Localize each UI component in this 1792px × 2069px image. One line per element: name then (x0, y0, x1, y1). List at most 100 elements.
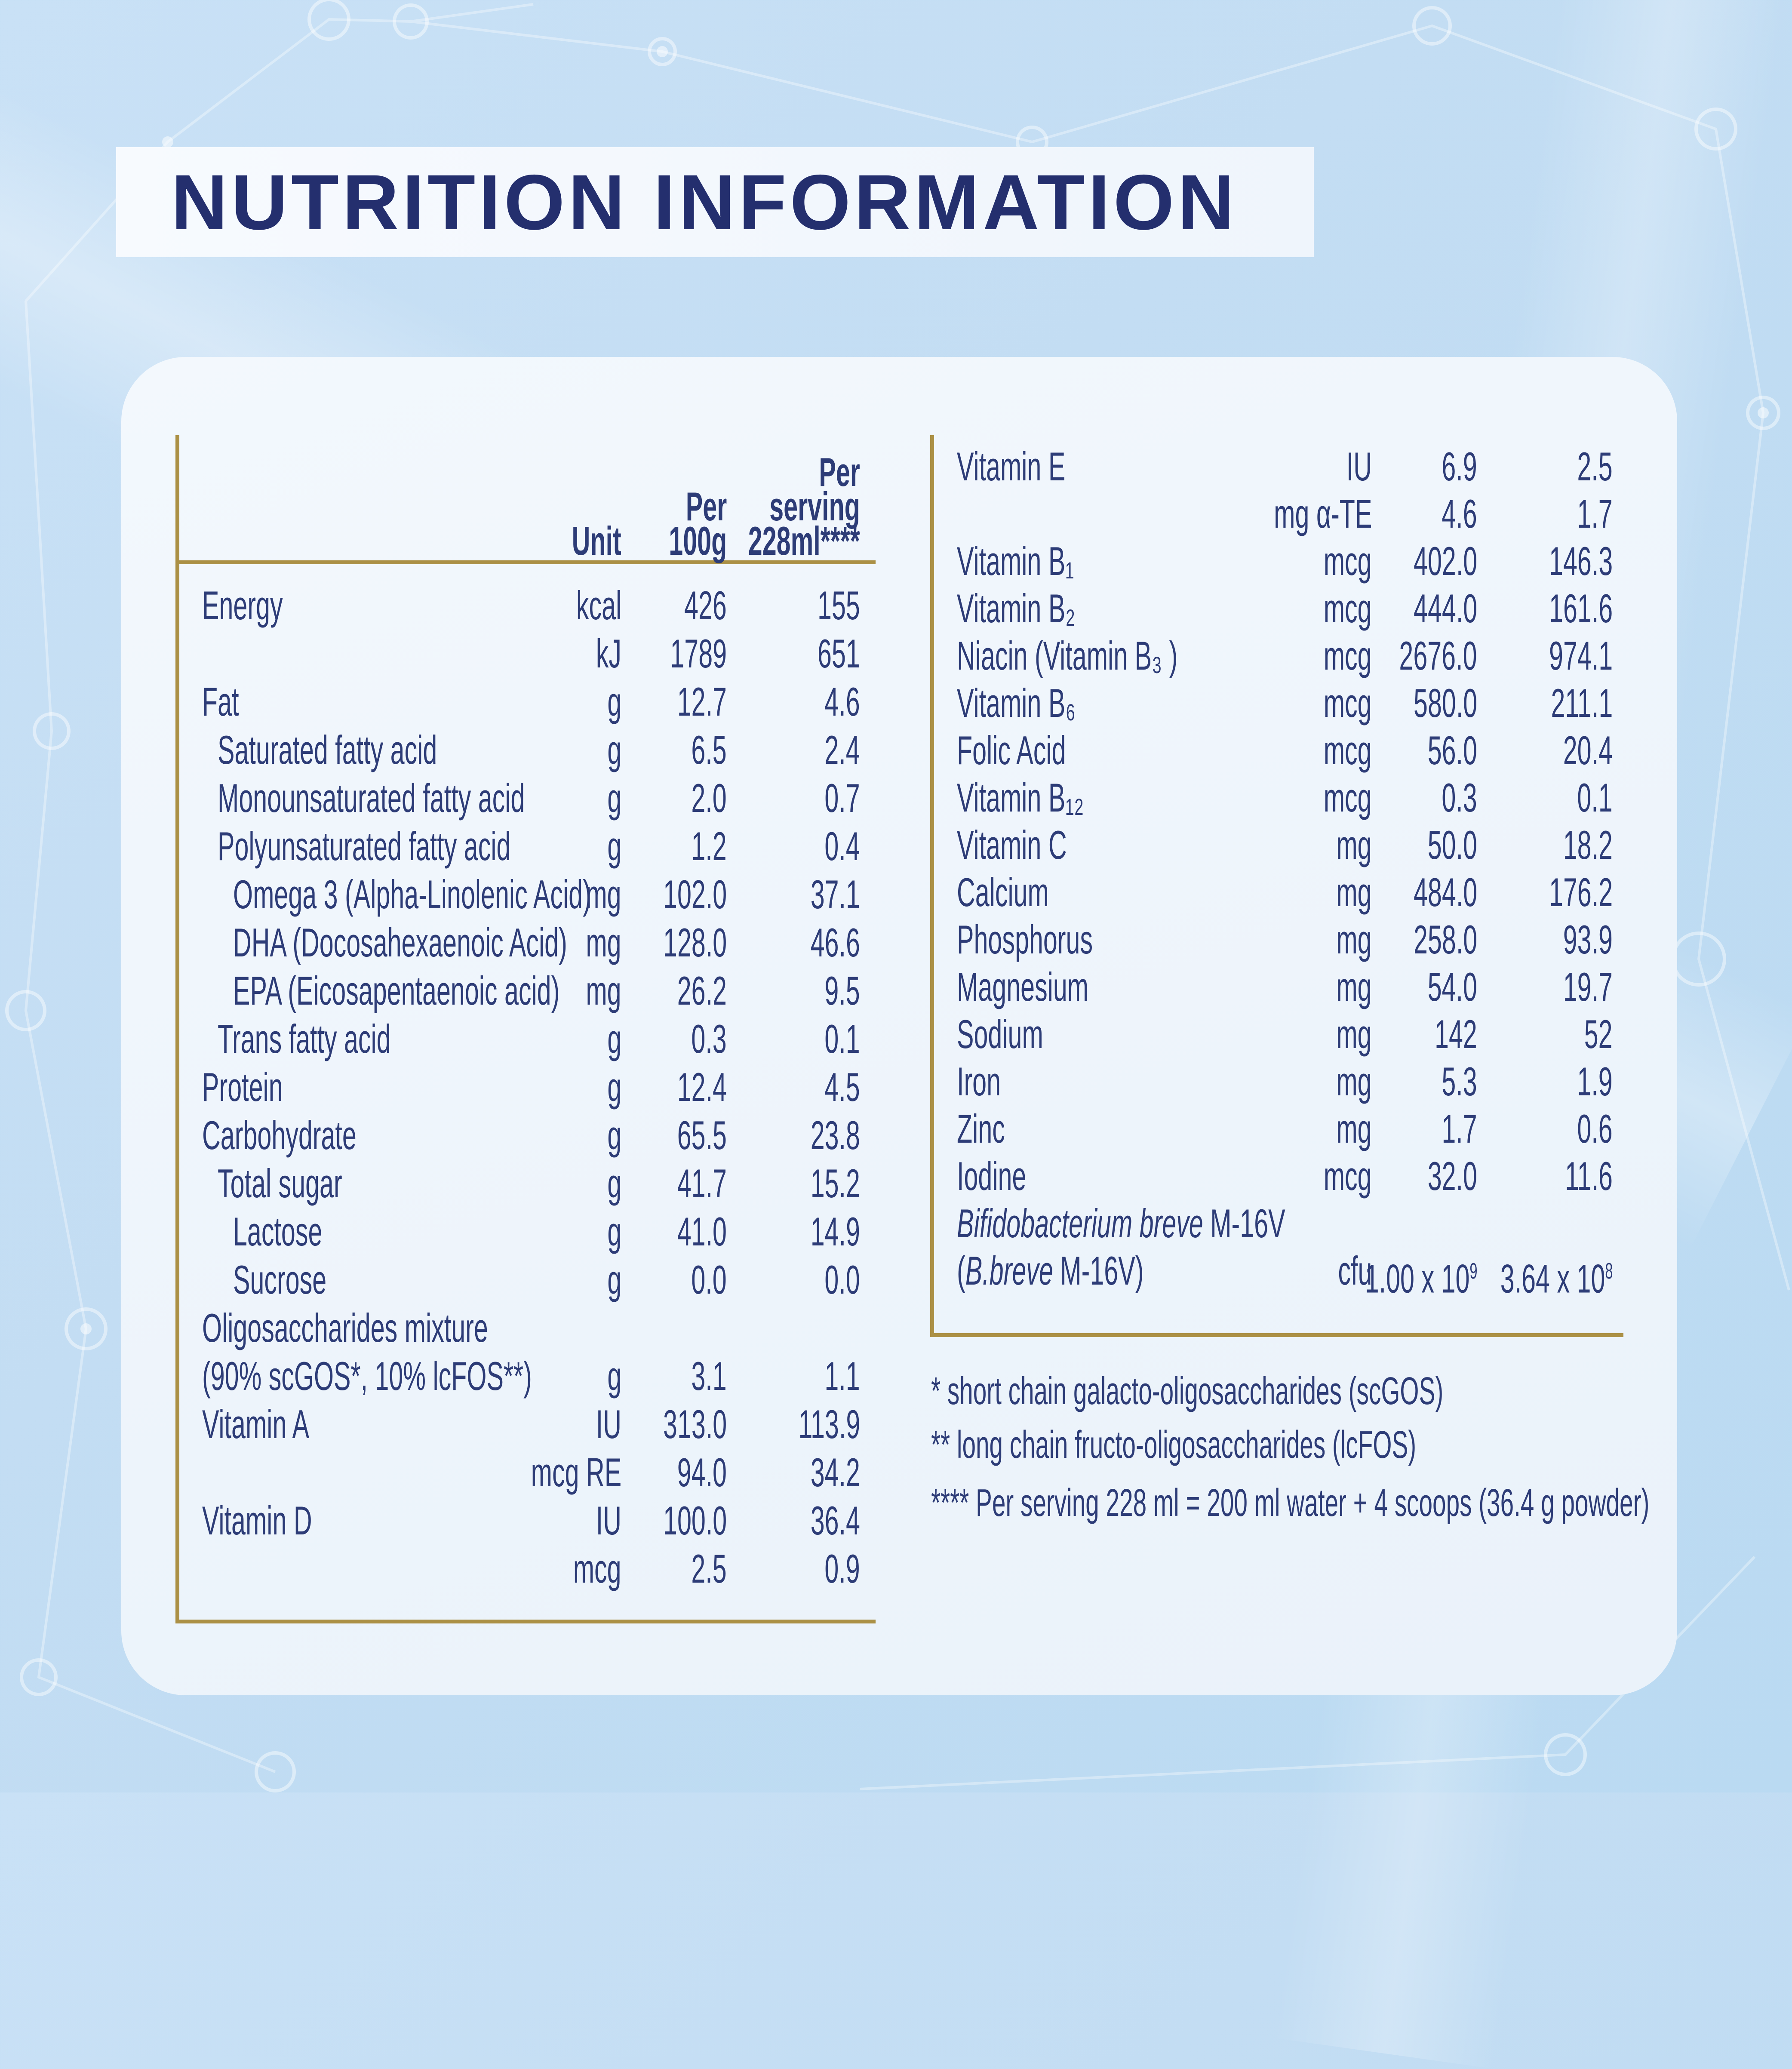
per-serving-value: 14.9 (810, 1209, 860, 1254)
nutrient-label: Polyunsaturated fatty acid (218, 824, 511, 869)
nutrient-label: Vitamin A (202, 1402, 310, 1447)
table-row: Vitamin B₂ mcg 444.0 161.6 (0, 585, 1792, 632)
right-table-left-rule (930, 435, 934, 1337)
left-table-left-rule (175, 435, 179, 1623)
nutrient-label: Sodium (957, 1011, 1043, 1057)
per-100g-value: 102.0 (663, 872, 727, 917)
table-row: Phosphorus mg 258.0 93.9 (0, 916, 1792, 963)
nutrient-label: Vitamin B₆ (957, 680, 1076, 726)
unit-cell: IU (1346, 444, 1372, 489)
table-row: mcg 2.5 0.9 (0, 1545, 1792, 1592)
table-row: Iodine mcg 32.0 11.6 (0, 1153, 1792, 1200)
unit-cell: mg (586, 920, 621, 965)
nutrient-label: Lactose (233, 1209, 323, 1254)
nutrient-label: Niacin (Vitamin B₃ ) (957, 633, 1178, 678)
table-row: Niacin (Vitamin B₃ ) mcg 2676.0 974.1 (0, 632, 1792, 679)
footnote-per-serving: **** Per serving 228 ml = 200 ml water +… (931, 1482, 1650, 1525)
table-row: Total sugar g 41.7 15.2 (0, 1160, 1792, 1207)
per-100g-value: 580.0 (1413, 680, 1477, 726)
per-serving-value: 15.2 (810, 1161, 860, 1206)
per-100g-value: 1.00 x 109 (1365, 1256, 1477, 1301)
table-row: Fat g 12.7 4.6 (0, 678, 1792, 726)
per-serving-value: 161.6 (1549, 586, 1613, 631)
molecule-pattern-decoration (0, 0, 1792, 1792)
table-row: Energy kcal 426 155 (0, 582, 1792, 629)
table-row: Zinc mg 1.7 0.6 (0, 1105, 1792, 1153)
nutrient-label: Vitamin B₁₂ (957, 775, 1084, 820)
per-100g-value: 142 (1435, 1011, 1477, 1057)
table-row: (90% scGOS*, 10% lcFOS**) g 3.1 1.1 (0, 1353, 1792, 1400)
per-serving-value: 0.9 (824, 1546, 860, 1591)
left-table-bottom-rule (177, 1620, 876, 1623)
per-serving-value: 146.3 (1549, 538, 1613, 584)
unit-cell: mg (1336, 1106, 1372, 1151)
unit-cell: IU (596, 1402, 621, 1447)
per-serving-value: 2.4 (824, 727, 860, 772)
per-100g-value: 12.4 (677, 1064, 727, 1110)
nutrient-label: Trans fatty acid (218, 1016, 391, 1061)
per-serving-value: 46.6 (810, 920, 860, 965)
per-100g-value: 5.3 (1442, 1059, 1477, 1104)
per-serving-value: 1.1 (824, 1353, 860, 1399)
per-100g-value: 258.0 (1413, 917, 1477, 962)
per-100g-value: 4.6 (1442, 491, 1477, 536)
per-100g-value: 50.0 (1427, 822, 1477, 867)
unit-cell: mg (586, 872, 621, 917)
per-100g-value: 2.0 (691, 775, 727, 821)
column-header-per-serving: Per serving 228ml**** (748, 449, 860, 563)
nutrient-label: Iodine (957, 1153, 1027, 1199)
nutrient-label: Zinc (957, 1106, 1005, 1151)
table-row: Lactose g 41.0 14.9 (0, 1208, 1792, 1255)
table-row: Bifidobacterium breve M-16V (0, 1200, 1792, 1247)
per-100g-value: 2.5 (691, 1546, 727, 1591)
nutrient-label: Vitamin B₁ (957, 538, 1074, 584)
per-100g-value: 313.0 (663, 1402, 727, 1447)
per-serving-value: 0.1 (824, 1016, 860, 1061)
per-serving-value: 23.8 (810, 1113, 860, 1158)
footnote-scgos: * short chain galacto-oligosaccharides (… (931, 1370, 1444, 1413)
per-100g-value: 100.0 (663, 1498, 727, 1543)
unit-cell: g (607, 679, 621, 724)
column-header-per-100g: Per 100g (669, 484, 727, 563)
unit-cell: mcg (1324, 1153, 1372, 1199)
table-row: Vitamin B₁₂ mcg 0.3 0.1 (0, 774, 1792, 821)
per-serving-value: 19.7 (1563, 964, 1613, 1009)
table-row: kJ 1789 651 (0, 630, 1792, 677)
unit-cell: g (607, 1161, 621, 1206)
per-100g-value: 56.0 (1427, 728, 1477, 773)
table-row: Vitamin A IU 313.0 113.9 (0, 1401, 1792, 1448)
per-100g-value: 402.0 (1413, 538, 1477, 584)
unit-cell: g (607, 1209, 621, 1254)
per-serving-value: 0.1 (1577, 775, 1613, 820)
per-100g-value: 54.0 (1427, 964, 1477, 1009)
unit-cell: mg (1336, 1011, 1372, 1057)
unit-cell: mcg (1324, 728, 1372, 773)
per-serving-value: 0.7 (824, 775, 860, 821)
unit-cell: kJ (596, 631, 621, 676)
unit-cell: g (607, 1353, 621, 1399)
unit-cell: g (607, 1113, 621, 1158)
unit-cell: mg (1336, 1059, 1372, 1104)
right-table-bottom-rule (930, 1333, 1623, 1337)
per-100g-value: 65.5 (677, 1113, 727, 1158)
nutrient-label: Bifidobacterium breve M-16V (957, 1201, 1285, 1246)
per-100g-value: 6.9 (1442, 444, 1477, 489)
per-serving-value: 1.9 (1577, 1059, 1613, 1104)
nutrient-label: Folic Acid (957, 728, 1066, 773)
table-row: Iron mg 5.3 1.9 (0, 1058, 1792, 1105)
nutrient-label: Protein (202, 1064, 283, 1110)
table-row: mg α-TE 4.6 1.7 (0, 490, 1792, 538)
table-row: mcg RE 94.0 34.2 (0, 1449, 1792, 1496)
per-serving-value: 52 (1584, 1011, 1613, 1057)
unit-cell: mg (1336, 964, 1372, 1009)
per-100g-value: 1.2 (691, 824, 727, 869)
table-row: Vitamin B₆ mcg 580.0 211.1 (0, 679, 1792, 727)
footnote-lcfos: ** long chain fructo-oligosaccharides (l… (931, 1423, 1417, 1466)
per-serving-value: 176.2 (1549, 870, 1613, 915)
per-100g-value: 0.3 (691, 1016, 727, 1061)
nutrient-label: Energy (202, 583, 283, 628)
per-serving-value: 20.4 (1563, 728, 1613, 773)
per-serving-value: 34.2 (810, 1450, 860, 1495)
unit-cell: mcg (1324, 586, 1372, 631)
